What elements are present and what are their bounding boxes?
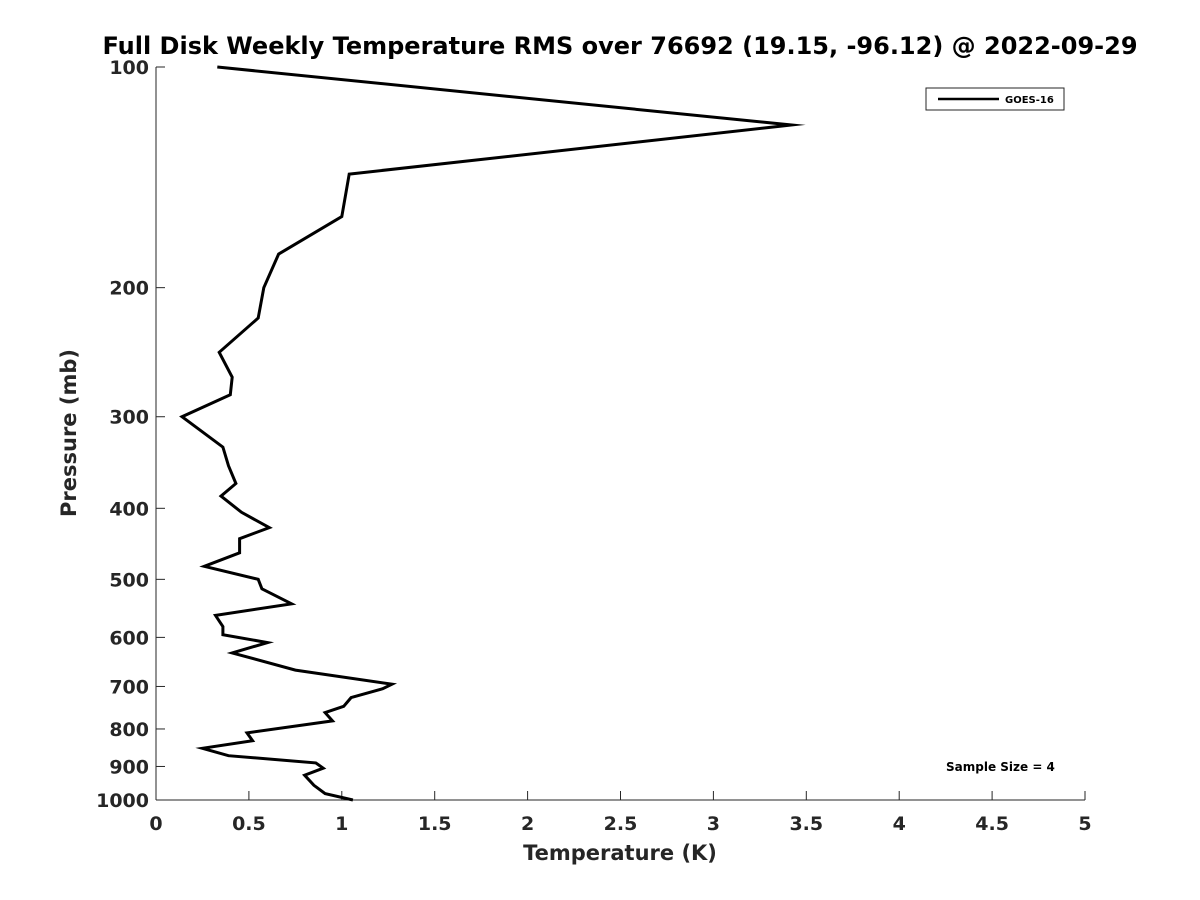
x-tick-label: 5 (1078, 813, 1091, 835)
y-tick-label: 600 (109, 627, 149, 649)
series-layer (179, 65, 806, 802)
x-tick-label: 1 (335, 813, 348, 835)
y-tick-label: 800 (109, 719, 149, 741)
chart-title: Full Disk Weekly Temperature RMS over 76… (102, 32, 1137, 60)
y-tick-label: 300 (109, 407, 149, 429)
x-tick-label: 0 (149, 813, 162, 835)
legend-label: GOES-16 (1005, 95, 1054, 106)
sample-size-annotation: Sample Size = 4 (946, 760, 1055, 774)
x-tick-label: 3 (707, 813, 720, 835)
x-tick-label: 3.5 (789, 813, 823, 835)
y-tick-label: 100 (109, 57, 149, 79)
y-axis-label: Pressure (mb) (57, 349, 81, 517)
x-tick-label: 2 (521, 813, 534, 835)
x-axis-label: Temperature (K) (523, 841, 717, 865)
plot-area (155, 67, 1085, 801)
series-line-GOES-16 (179, 65, 806, 802)
x-tick-label: 1.5 (418, 813, 452, 835)
y-tick-label: 500 (109, 569, 149, 591)
y-tick-label: 400 (109, 498, 149, 520)
x-tick-label: 4.5 (975, 813, 1009, 835)
y-tick-label: 700 (109, 676, 149, 698)
x-tick-label: 4 (893, 813, 906, 835)
y-tick-label: 1000 (96, 790, 149, 812)
y-ticks: 100 200 300 400 500 600 700 800 900 1000 (96, 57, 165, 812)
x-ticks: 0 0.5 1 1.5 2 2.5 3 3.5 4 4.5 5 (149, 791, 1092, 835)
x-tick-label: 0.5 (232, 813, 266, 835)
legend: GOES-16 (925, 87, 1065, 111)
x-tick-label: 2.5 (604, 813, 638, 835)
y-tick-label: 900 (109, 756, 149, 778)
y-tick-label: 200 (109, 278, 149, 300)
axes-box (156, 67, 1085, 800)
